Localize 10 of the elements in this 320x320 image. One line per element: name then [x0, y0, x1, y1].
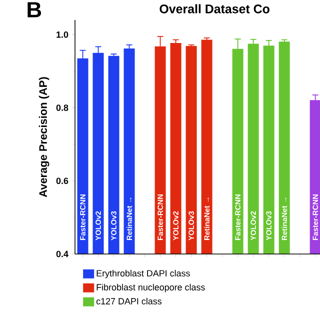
legend-label: Fibroblast nucleopore class: [96, 284, 205, 292]
legend-label: c127 DAPI class: [96, 298, 162, 304]
legend-label: Erythroblast DAPI class: [96, 270, 190, 278]
y-axis-title: Average Precision (AP): [38, 77, 50, 198]
y-tick-label: 1.0: [56, 31, 68, 38]
chart-title: Overall Dataset Co: [160, 4, 270, 14]
text: B: [28, 2, 42, 18]
y-tick-label: 0.4: [56, 250, 68, 258]
y-tick-label: 0.6: [56, 178, 68, 184]
y-tick-label: 0.8: [56, 104, 68, 111]
